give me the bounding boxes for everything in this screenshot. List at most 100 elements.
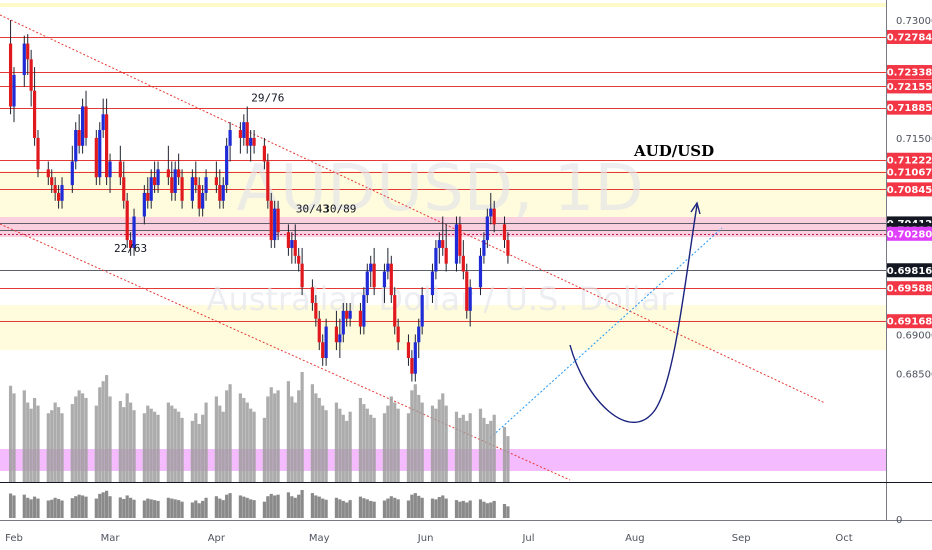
- indicator-bar: [249, 499, 253, 518]
- indicator-bar: [365, 499, 369, 518]
- indicator-bar: [108, 496, 112, 518]
- volume-bar: [410, 390, 414, 482]
- indicator-bar: [22, 494, 26, 518]
- volume-bar: [262, 417, 266, 482]
- candle-body: [214, 177, 218, 186]
- candle-body: [293, 240, 297, 256]
- candle-body: [142, 192, 146, 217]
- volume-bar: [297, 390, 301, 482]
- candle-body: [492, 208, 496, 225]
- volume-bar: [345, 420, 349, 482]
- indicator-bar: [29, 499, 33, 518]
- candle-body: [132, 216, 136, 248]
- volume-bar: [204, 402, 208, 482]
- indicator-bar: [468, 500, 472, 518]
- volume-bar: [32, 397, 37, 482]
- candle-body: [372, 263, 376, 288]
- indicator-bar: [197, 503, 201, 518]
- trend-channel: [0, 14, 826, 481]
- volume-bar: [393, 402, 397, 482]
- volume-bar: [485, 423, 489, 482]
- candle-body: [50, 177, 54, 186]
- indicator-bar: [461, 500, 465, 518]
- volume-bar: [389, 396, 393, 482]
- candle-body: [8, 43, 13, 107]
- volume-bar: [492, 414, 496, 482]
- x-tick-label: Jun: [417, 533, 434, 544]
- indicator-bar: [437, 497, 441, 518]
- indicator-bar: [36, 498, 40, 518]
- volume-bar: [22, 390, 26, 482]
- indicator-bar: [372, 501, 376, 518]
- price-label-text: 0.72155: [887, 82, 932, 93]
- volume-bar: [201, 414, 205, 482]
- candle-body: [362, 295, 366, 327]
- price-label-text: 0.72338: [887, 68, 932, 79]
- candle-body: [197, 185, 201, 209]
- candle-body: [29, 59, 33, 91]
- candle-body: [98, 130, 102, 178]
- candle-body: [269, 200, 273, 241]
- candle-body: [218, 185, 222, 201]
- indicator-bar: [458, 501, 462, 518]
- volume-bar: [84, 397, 88, 482]
- indicator-bar: [146, 498, 150, 518]
- projection-arrow-icon: [690, 201, 701, 215]
- candle-body: [84, 106, 88, 138]
- candle-body: [153, 177, 157, 186]
- indicator-bar: [180, 501, 184, 518]
- volume-bar: [482, 417, 486, 482]
- candle-body: [94, 137, 98, 178]
- candle-body: [406, 342, 411, 358]
- indicator-bar: [396, 499, 400, 518]
- indicator-bar: [228, 493, 232, 518]
- indicator-bar: [98, 493, 102, 518]
- volume-bar: [324, 410, 328, 482]
- indicator-bar: [245, 497, 249, 518]
- candle-body: [249, 137, 253, 146]
- candle-body: [262, 145, 266, 162]
- candle-body: [458, 224, 462, 256]
- candle-body: [290, 240, 294, 248]
- indicator-bar: [173, 499, 177, 518]
- candle-body: [26, 43, 30, 60]
- indicator-bar: [482, 501, 486, 518]
- price-label-text: 0.71222: [887, 155, 932, 166]
- indicator-bar: [317, 496, 321, 518]
- candle-body: [245, 122, 249, 146]
- candle-body: [125, 200, 129, 241]
- candle-body: [273, 208, 277, 241]
- x-tick-label: Jul: [521, 533, 534, 544]
- indicator-bar: [478, 499, 483, 518]
- indicator-bar: [441, 495, 445, 518]
- price-label-box: [887, 79, 932, 94]
- volume-bar: [122, 407, 126, 482]
- indicator-bar: [214, 496, 218, 518]
- x-tick-label: Oct: [835, 533, 852, 544]
- indicator-bar: [358, 496, 363, 518]
- candle-body: [444, 247, 448, 264]
- volume-bar: [177, 411, 181, 482]
- indicator-bar: [204, 497, 208, 518]
- indicator-bar: [262, 501, 266, 518]
- indicator-bar: [286, 492, 290, 518]
- candle-body: [413, 342, 417, 374]
- indicator-bar: [12, 495, 16, 518]
- indicator-bar: [266, 496, 270, 518]
- candle-body: [300, 263, 304, 288]
- indicator-bar: [465, 502, 469, 518]
- volume-bar: [70, 404, 74, 482]
- indicator-bar: [297, 494, 301, 518]
- candle-body: [166, 169, 170, 178]
- volume-bar: [437, 399, 441, 482]
- indicator-bar: [242, 496, 246, 518]
- candle-body: [465, 271, 469, 311]
- uptrend-line: [489, 227, 723, 439]
- watermark-symbol: AUDUSD, 1D: [236, 152, 643, 226]
- indicator-bar: [238, 495, 242, 518]
- indicator-bar: [386, 498, 390, 518]
- candle-body: [101, 114, 105, 131]
- indicator-bar: [77, 494, 81, 518]
